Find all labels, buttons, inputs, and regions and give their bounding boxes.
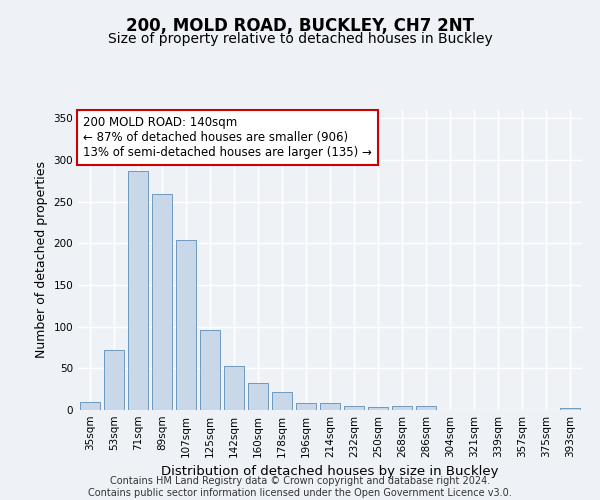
- Bar: [176, 240, 196, 410]
- Text: 200, MOLD ROAD, BUCKLEY, CH7 2NT: 200, MOLD ROAD, BUCKLEY, CH7 2NT: [126, 18, 474, 36]
- Bar: [392, 406, 412, 410]
- Bar: [296, 402, 316, 410]
- Bar: [200, 330, 220, 410]
- Text: Contains HM Land Registry data © Crown copyright and database right 2024.
Contai: Contains HM Land Registry data © Crown c…: [88, 476, 512, 498]
- Bar: [368, 406, 388, 410]
- Bar: [104, 350, 124, 410]
- Bar: [224, 366, 244, 410]
- Bar: [560, 408, 580, 410]
- Bar: [80, 402, 100, 410]
- Y-axis label: Number of detached properties: Number of detached properties: [35, 162, 48, 358]
- X-axis label: Distribution of detached houses by size in Buckley: Distribution of detached houses by size …: [161, 466, 499, 478]
- Bar: [272, 392, 292, 410]
- Bar: [248, 382, 268, 410]
- Bar: [320, 404, 340, 410]
- Bar: [416, 406, 436, 410]
- Text: 200 MOLD ROAD: 140sqm
← 87% of detached houses are smaller (906)
13% of semi-det: 200 MOLD ROAD: 140sqm ← 87% of detached …: [83, 116, 372, 159]
- Bar: [128, 171, 148, 410]
- Bar: [152, 194, 172, 410]
- Bar: [344, 406, 364, 410]
- Text: Size of property relative to detached houses in Buckley: Size of property relative to detached ho…: [107, 32, 493, 46]
